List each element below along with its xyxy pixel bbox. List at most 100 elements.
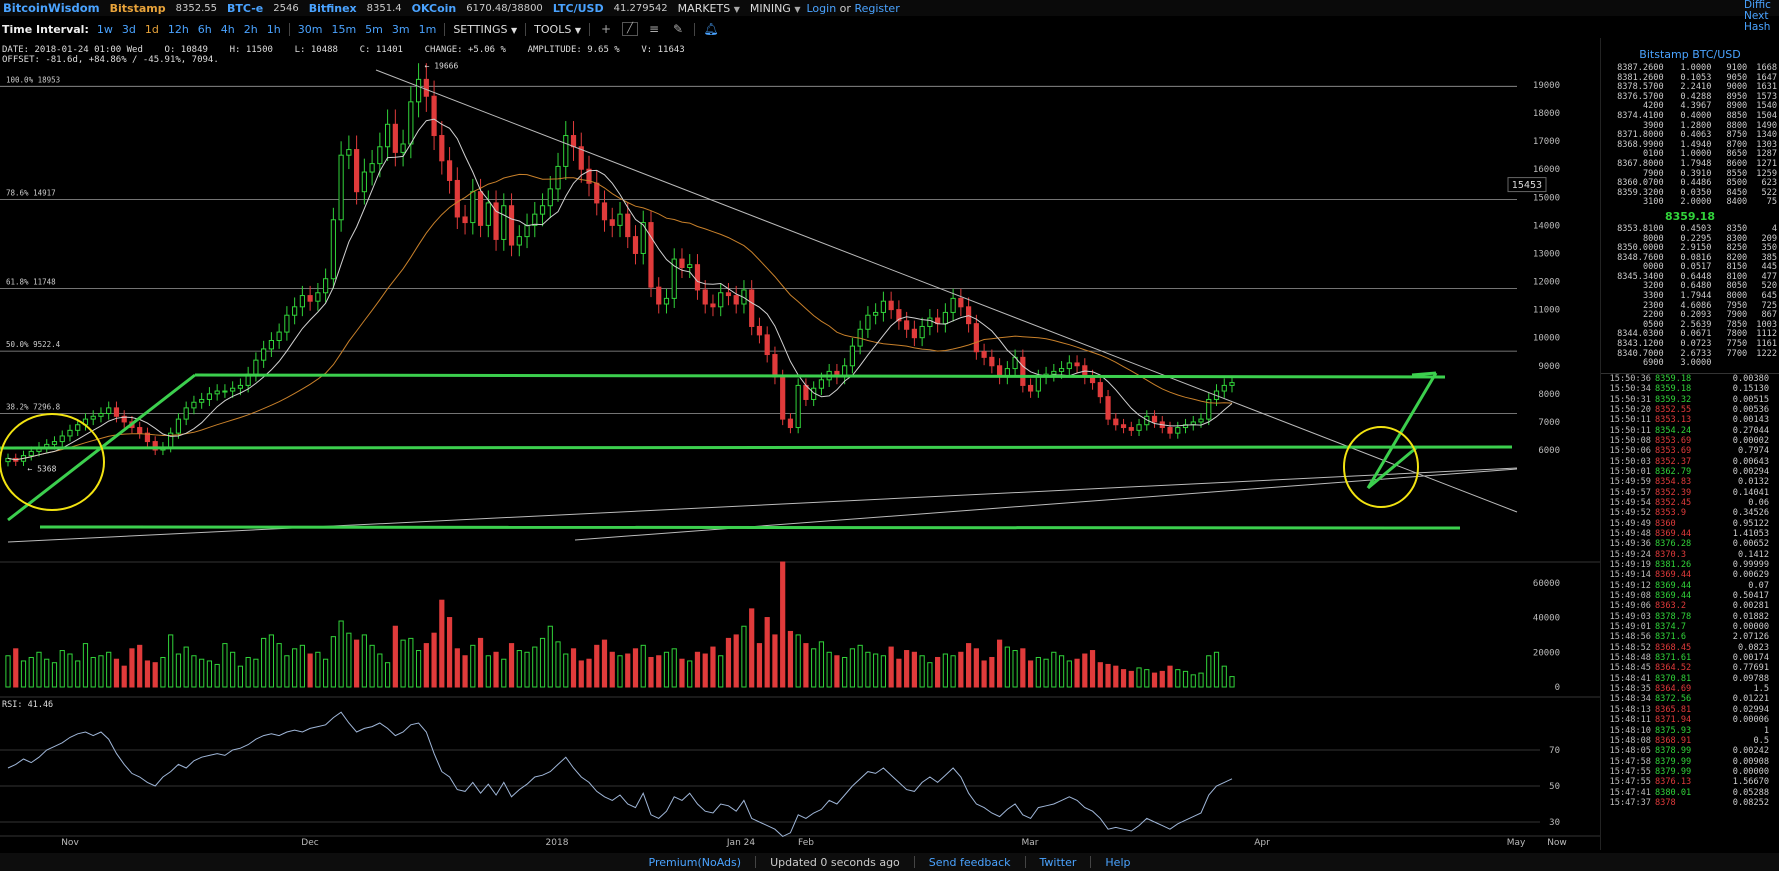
interval-1d[interactable]: 1d [144, 22, 159, 36]
candle-body [253, 359, 259, 375]
volume-bar [1066, 660, 1072, 688]
bid-depth-price: 8350 [1726, 223, 1748, 234]
volume-bar [958, 651, 964, 688]
trade-row: 15:47:55 8379.99 0.00000 [1601, 767, 1779, 777]
trade-time: 15:49:01 [1609, 622, 1651, 633]
feedback-link[interactable]: Send feedback [928, 855, 1011, 869]
trade-price: 8368.45 [1655, 642, 1692, 653]
interval-3d[interactable]: 3d [121, 22, 136, 36]
interval-2h[interactable]: 2h [243, 22, 258, 36]
interval-12h[interactable]: 12h [167, 22, 189, 36]
volume-bar [152, 662, 158, 688]
bid-depth-price: 8250 [1726, 243, 1748, 254]
interval-30m[interactable]: 30m [297, 22, 323, 36]
volume-bar [516, 650, 522, 688]
candle-body [307, 295, 313, 302]
trade-row: 15:48:35 8364.69 1.5 [1601, 684, 1779, 694]
exchange-ltc-usd[interactable]: LTC/USD [552, 1, 604, 15]
alert-bell-icon[interactable]: 🔔︎ [703, 22, 719, 36]
interval-6h[interactable]: 6h [197, 22, 212, 36]
trade-time: 15:49:03 [1609, 611, 1651, 622]
trade-price: 8378 [1655, 797, 1676, 808]
candle-body [648, 222, 654, 288]
exchange-btce[interactable]: BTC-e [226, 1, 264, 15]
exchange-okcoin[interactable]: OKCoin [411, 1, 457, 15]
site-logo[interactable]: BitcoinWisdom [3, 1, 100, 15]
bid-depth-price: 8050 [1726, 281, 1748, 292]
fib-label: 100.0% 18953 [6, 75, 60, 84]
divider [444, 22, 446, 36]
premium-link[interactable]: Premium(NoAds) [648, 855, 742, 869]
exchange-price: 41.279542 [613, 2, 668, 14]
ask-row: 8374.4100 0.4000 8850 1504 [1601, 111, 1779, 122]
axes: 6000 7000 8000 9000 10000 11000 12000 13000 1400… [27, 61, 1566, 848]
trade-amount: 0.00643 [1732, 456, 1769, 467]
exchange-bitfinex[interactable]: Bitfinex [308, 1, 357, 15]
register-link[interactable]: Register [854, 1, 900, 15]
volume-bar [865, 651, 871, 688]
interval-1w[interactable]: 1w [96, 22, 113, 36]
exchange-bitstamp[interactable]: Bitstamp [109, 1, 166, 15]
ask-depth-price: 8800 [1726, 120, 1748, 131]
trade-row: 15:49:06 8363.2 0.00281 [1601, 601, 1779, 611]
interval-3m[interactable]: 3m [391, 22, 410, 36]
help-link[interactable]: Help [1105, 855, 1131, 869]
line-tool-icon[interactable]: ╱ [621, 22, 638, 36]
ask-depth-sum: 1490 [1756, 120, 1777, 131]
bid-row: 3200 0.6480 8050 520 [1601, 282, 1779, 292]
ma-long-line [7, 173, 1233, 461]
candle-body [315, 292, 321, 302]
candle-body [470, 191, 476, 224]
volume-bar [1159, 670, 1165, 688]
candle-body [392, 123, 398, 153]
volume-bar [199, 658, 205, 688]
candle-body [733, 295, 739, 305]
candle-body [261, 348, 267, 361]
candle-body [896, 309, 902, 322]
interval-1h[interactable]: 1h [266, 22, 281, 36]
bid-depth-sum: 867 [1761, 310, 1777, 321]
trade-time: 15:50:08 [1609, 435, 1651, 446]
trade-row: 15:50:31 8359.32 0.00515 [1601, 395, 1779, 405]
volume-bar [384, 662, 391, 688]
ask-depth-sum: 1573 [1756, 91, 1777, 102]
rsi-tick: 50 [1549, 782, 1560, 792]
volume-bar [415, 650, 422, 688]
volume-bar [206, 660, 213, 688]
chevron-down-icon: ▼ [733, 4, 740, 14]
trade-time: 15:50:31 [1609, 394, 1651, 405]
orderbook-title[interactable]: Bitstamp BTC/USD [1639, 48, 1741, 61]
volume-bar [361, 634, 367, 688]
twitter-link[interactable]: Twitter [1039, 855, 1077, 869]
candle-body [625, 213, 631, 238]
interval-15m[interactable]: 15m [331, 22, 357, 36]
tools-menu[interactable]: TOOLS ▼ [534, 23, 581, 36]
trade-time: 15:49:49 [1609, 518, 1651, 529]
trade-price: 8352.45 [1655, 497, 1692, 508]
interval-4h[interactable]: 4h [220, 22, 235, 36]
bid-amount: 0.0816 [1680, 252, 1712, 263]
crosshair-icon[interactable]: + [600, 22, 611, 36]
interval-1m[interactable]: 1m [418, 22, 437, 36]
settings-menu[interactable]: SETTINGS ▼ [453, 23, 517, 36]
candle-body [563, 135, 569, 167]
volume-bar [733, 634, 739, 688]
trade-history: 15:50:36 8359.18 0.00380 15:50:34 8359.18 0.1… [1601, 372, 1779, 808]
difficulty-panel-link[interactable]: Diffic Next Hash [1744, 0, 1779, 33]
price-tick: 19000 [1533, 81, 1560, 91]
bid-row: 8344.0300 0.0671 7800 1112 [1601, 330, 1779, 340]
support-trendline [7, 467, 1518, 543]
trade-price: 8352.37 [1655, 456, 1692, 467]
login-link[interactable]: Login [806, 1, 837, 15]
markets-menu[interactable]: MARKETS ▼ [678, 2, 740, 15]
candle-body [973, 323, 979, 353]
price-chart[interactable]: 100.0% 18953 78.6% 14917 61.8% 11748 50.0% … [0, 38, 1600, 850]
candle-body [1105, 396, 1111, 420]
interval-5m[interactable]: 5m [365, 22, 383, 36]
trade-row: 15:48:56 8371.6 2.07126 [1601, 632, 1779, 642]
or-text: or [839, 1, 851, 15]
fibonacci-tool-icon[interactable]: ≡ [648, 22, 659, 36]
ask-price: 8360.0700 [1617, 178, 1664, 189]
mining-menu[interactable]: MINING ▼ [750, 2, 801, 15]
pen-tool-icon[interactable]: ✎ [672, 22, 683, 36]
